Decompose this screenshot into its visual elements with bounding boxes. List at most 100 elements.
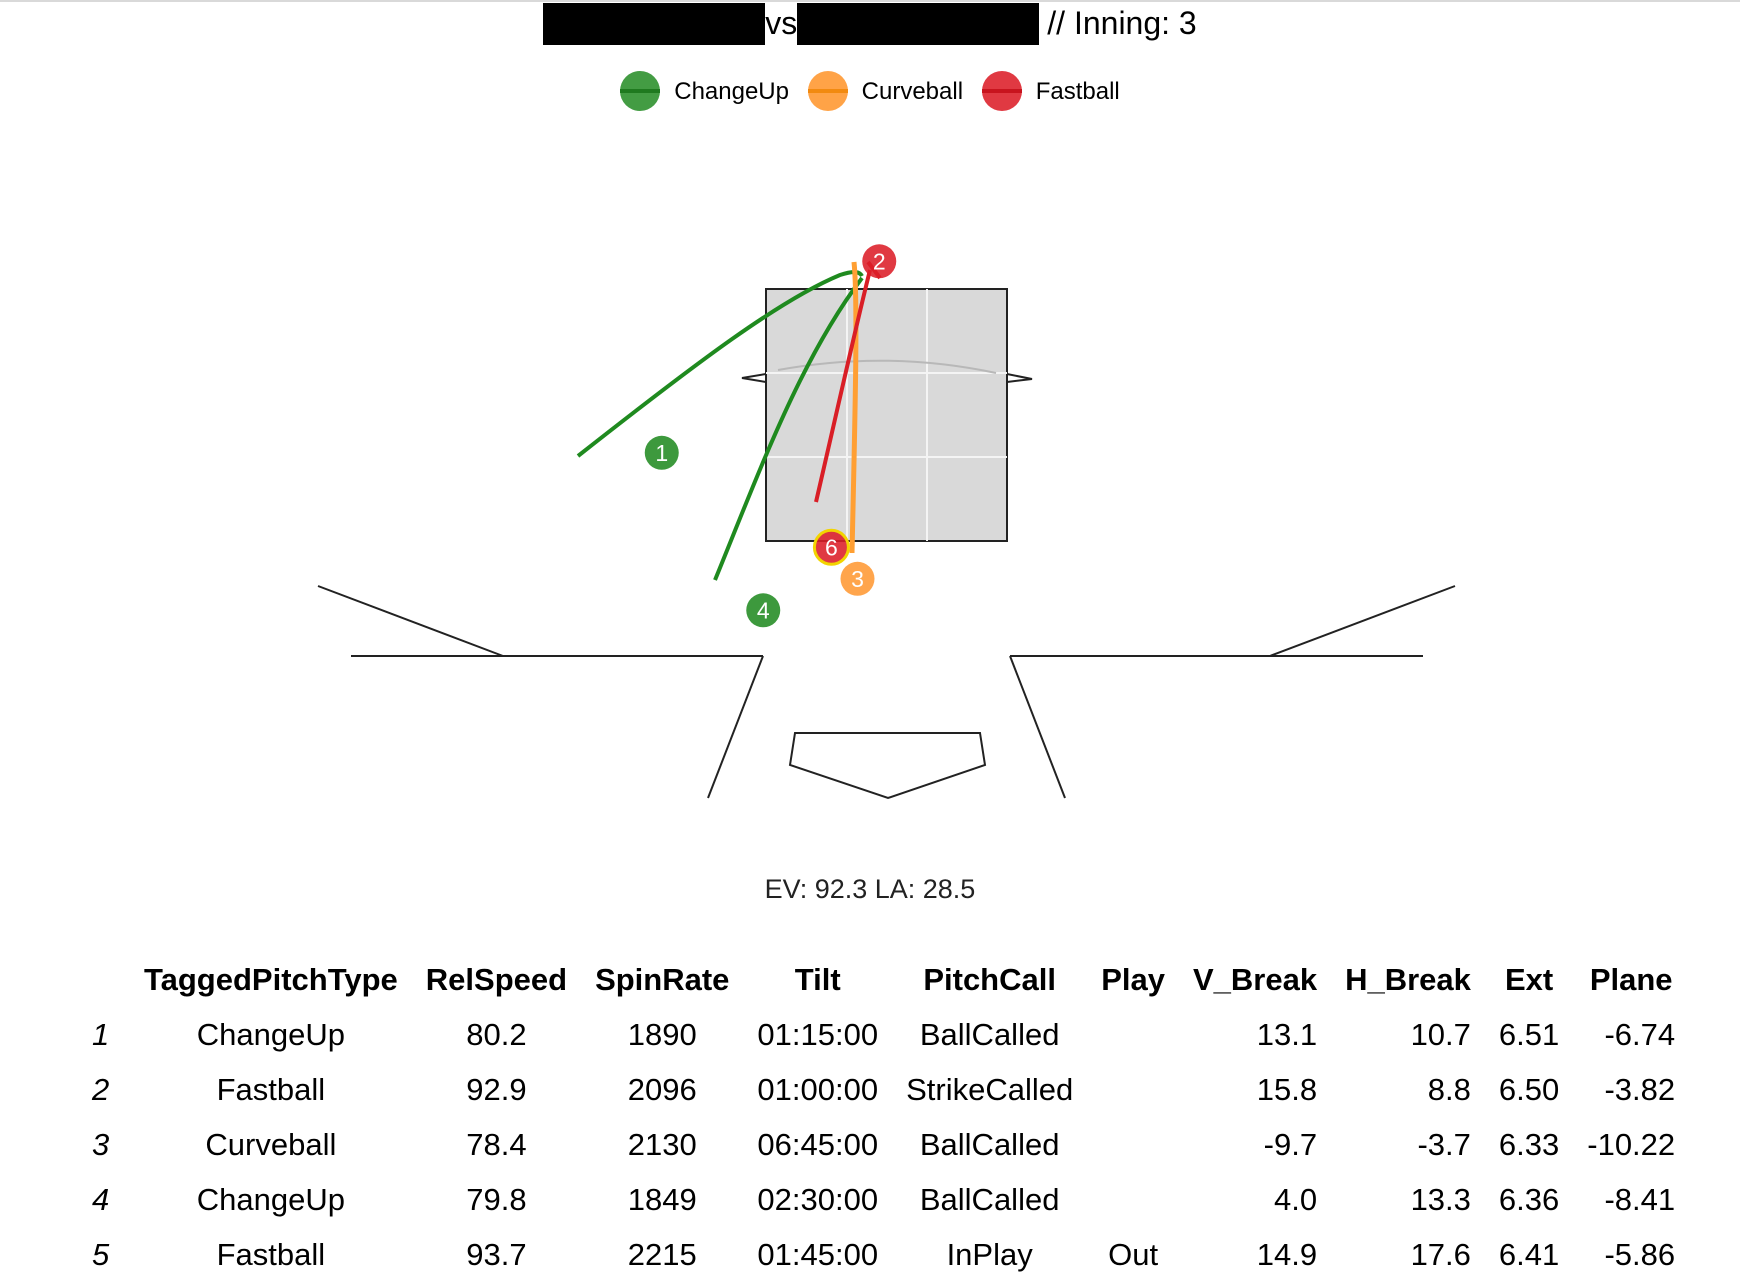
- col-header-ext: Ext: [1504, 962, 1554, 997]
- cell-pitch-type: Curveball: [205, 1126, 337, 1162]
- pitch-dot-1: [644, 435, 679, 470]
- cell-spin-rate: 2096: [627, 1071, 697, 1107]
- cell-index: 4: [92, 1181, 110, 1217]
- zone-left-tab: [741, 373, 767, 383]
- cell-ext: 6.50: [1498, 1071, 1560, 1107]
- cell-pitch-call: BallCalled: [919, 1126, 1060, 1162]
- cell-ext: 6.33: [1498, 1126, 1560, 1162]
- pitch-number-2: 2: [873, 248, 886, 274]
- cell-pitch-type: Fastball: [216, 1236, 326, 1272]
- cell-h-break: 17.6: [1410, 1236, 1471, 1272]
- legend-item-curveball: Curveball: [807, 70, 964, 114]
- cell-index: 3: [92, 1126, 110, 1162]
- cell-spin-rate: 1890: [627, 1016, 697, 1052]
- col-header-play: Play: [1101, 962, 1165, 997]
- col-header-spin-rate: SpinRate: [595, 962, 730, 997]
- table-row: 1 ChangeUp 80.2 1890 01:15:00 BallCalled 13.1 1…: [80, 1007, 1689, 1062]
- cell-spin-rate: 1849: [627, 1181, 697, 1217]
- cell-tilt: 02:30:00: [757, 1181, 879, 1217]
- pitch-number-3: 3: [851, 566, 864, 592]
- cell-rel-speed: 78.4: [466, 1126, 527, 1162]
- cell-tilt: 01:45:00: [757, 1236, 879, 1272]
- inning-label: // Inning: 3: [1047, 5, 1197, 41]
- trajectory-curveball-3: [849, 261, 859, 554]
- zone-right-tab: [1006, 373, 1033, 383]
- cell-pitch-call: BallCalled: [919, 1181, 1060, 1217]
- cell-v-break: 4.0: [1273, 1181, 1318, 1217]
- cell-rel-speed: 93.7: [466, 1236, 527, 1272]
- cell-plane: -3.82: [1604, 1071, 1676, 1107]
- cell-h-break: -3.7: [1417, 1126, 1471, 1162]
- cell-rel-speed: 80.2: [466, 1016, 527, 1052]
- cell-tilt: 01:15:00: [757, 1016, 879, 1052]
- redacted-team-left: [543, 2, 766, 45]
- cell-index: 2: [92, 1071, 110, 1107]
- left-box-diagonal: [317, 585, 504, 657]
- redacted-team-right: [797, 2, 1040, 45]
- cell-plane: -5.86: [1604, 1236, 1676, 1272]
- pitch-location-plot: 1 2 3 4 6: [317, 244, 1456, 800]
- strike-zone: [765, 288, 1008, 542]
- col-header-v-break: V_Break: [1193, 962, 1318, 997]
- left-foul-line: [707, 655, 764, 799]
- table-row: 4 ChangeUp 79.8 1849 02:30:00 BallCalled 4.0 13…: [80, 1172, 1689, 1227]
- cell-spin-rate: 2215: [627, 1236, 697, 1272]
- col-header-tilt: Tilt: [794, 962, 841, 997]
- right-box-diagonal: [1269, 585, 1456, 657]
- right-foul-line: [1009, 655, 1066, 799]
- chart-title: vs // Inning: 3: [0, 0, 1740, 48]
- pitch-table: TaggedPitchType RelSpeed SpinRate Tilt P…: [80, 953, 1689, 1282]
- cell-ext: 6.36: [1498, 1181, 1560, 1217]
- cell-play: [1087, 1117, 1179, 1172]
- legend-label-curveball: Curveball: [861, 78, 964, 105]
- col-header-index: [80, 953, 130, 1007]
- legend-key-curveball: [807, 70, 848, 111]
- table-row: 3 Curveball 78.4 2130 06:45:00 BallCalled -9.7…: [80, 1117, 1689, 1172]
- cell-ext: 6.41: [1498, 1236, 1560, 1272]
- pitch-marker-4: 4: [746, 593, 781, 628]
- cell-play: Out: [1108, 1236, 1159, 1272]
- col-header-pitch-call: PitchCall: [923, 962, 1056, 997]
- cell-v-break: -9.7: [1263, 1126, 1318, 1162]
- cell-pitch-call: StrikeCalled: [906, 1071, 1074, 1107]
- legend-label-fastball: Fastball: [1035, 78, 1120, 105]
- cell-plane: -6.74: [1604, 1016, 1676, 1052]
- cell-tilt: 01:00:00: [757, 1071, 879, 1107]
- pitch-marker-3: 3: [840, 561, 875, 596]
- cell-v-break: 15.8: [1256, 1071, 1318, 1107]
- home-plate: [788, 732, 987, 800]
- pitch-number-4: 4: [757, 597, 770, 623]
- pitch-markers: 1 2 3 4 6: [644, 244, 897, 628]
- cell-h-break: 8.8: [1427, 1071, 1471, 1107]
- legend-key-fastball: [981, 70, 1022, 111]
- pitch-dot-3: [840, 561, 875, 596]
- legend-key-changeup: [620, 70, 661, 111]
- pitch-marker-2: 2: [862, 244, 897, 279]
- cell-rel-speed: 79.8: [466, 1181, 527, 1217]
- cell-h-break: 10.7: [1410, 1016, 1471, 1052]
- cell-plane: -10.22: [1587, 1126, 1676, 1162]
- col-header-plane: Plane: [1589, 962, 1673, 997]
- pitch-number-6: 6: [825, 534, 838, 560]
- cell-play: [1087, 1007, 1179, 1062]
- zone-arc: [777, 359, 997, 374]
- cell-index: 1: [92, 1016, 110, 1052]
- table-header-row: TaggedPitchType RelSpeed SpinRate Tilt P…: [80, 953, 1689, 1007]
- cell-pitch-call: BallCalled: [919, 1016, 1060, 1052]
- legend-label-changeup: ChangeUp: [674, 78, 789, 105]
- cell-pitch-type: ChangeUp: [196, 1016, 345, 1052]
- table-row: 5 Fastball 93.7 2215 01:45:00 InPlay Out 14.9 17…: [80, 1227, 1689, 1282]
- cell-spin-rate: 2130: [627, 1126, 697, 1162]
- col-header-pitch-type: TaggedPitchType: [144, 962, 398, 997]
- legend: ChangeUp Curveball Fastball: [0, 70, 1740, 114]
- ev-la-label: EV: 92.3 LA: 28.5: [764, 874, 976, 904]
- pitch-dot-6: [812, 528, 850, 566]
- col-header-rel-speed: RelSpeed: [425, 962, 568, 997]
- cell-rel-speed: 92.9: [466, 1071, 527, 1107]
- pitch-number-1: 1: [655, 440, 668, 466]
- legend-item-changeup: ChangeUp: [620, 70, 789, 114]
- top-border: [0, 0, 1740, 2]
- cell-pitch-call: InPlay: [946, 1236, 1033, 1272]
- cell-v-break: 14.9: [1256, 1236, 1318, 1272]
- pitch-dot-2: [862, 244, 897, 279]
